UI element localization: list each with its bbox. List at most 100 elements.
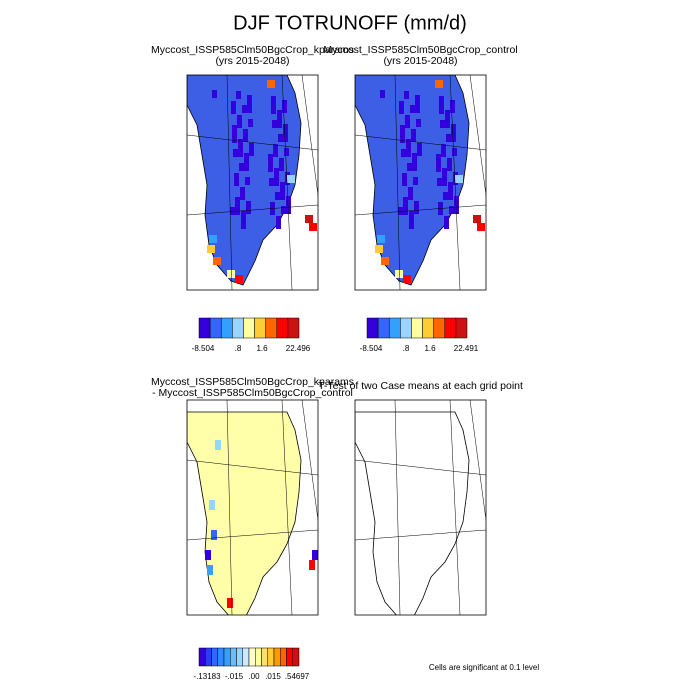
grid-cell (399, 101, 404, 114)
grid-cell (269, 178, 274, 186)
colorbar-box (211, 647, 218, 667)
grid-cell (235, 197, 240, 215)
colorbar-label: .54697 (285, 672, 310, 681)
grid-cell (312, 550, 318, 560)
grid-cell (284, 148, 289, 156)
grid-cell (473, 215, 481, 223)
grid-cell (207, 245, 215, 253)
graticule (187, 134, 318, 151)
grid-cell (309, 223, 317, 231)
graticule (355, 204, 486, 216)
grid-cell (401, 149, 406, 157)
grid-cell (305, 215, 313, 223)
grid-cell (249, 143, 254, 156)
grid-cell (375, 245, 383, 253)
map-panel (355, 75, 486, 290)
grid-cell (213, 257, 221, 265)
graticule (355, 134, 486, 151)
grid-cell (439, 96, 444, 114)
colorbar-box (280, 647, 287, 667)
grid-cell (395, 270, 403, 278)
graticule (281, 400, 293, 615)
graticule (449, 75, 461, 290)
colorbar-box (242, 647, 250, 667)
grid-cell (445, 110, 450, 128)
colorbar-box (388, 317, 401, 339)
grid-cell (444, 216, 449, 229)
grid-cell (402, 173, 407, 186)
colorbar-box (248, 647, 256, 667)
graticule (394, 400, 401, 615)
graticule (187, 459, 318, 476)
map-panel (355, 400, 486, 615)
grid-cell (404, 91, 409, 99)
grid-cell (274, 168, 279, 186)
grid-cell (227, 270, 235, 278)
colorbar-box (254, 317, 266, 339)
panel-title: Myccost_ISSP585Clm50BgcCrop_control (323, 44, 517, 56)
panel-frame (354, 399, 487, 616)
colorbar-box (267, 647, 275, 667)
grid-cell (240, 187, 245, 200)
graticule (301, 75, 318, 196)
grid-cell (452, 148, 457, 156)
grid-cell (227, 598, 233, 608)
grid-cell (403, 275, 411, 283)
colorbar-label: .015 (265, 672, 281, 681)
panel-frame (186, 74, 319, 291)
graticule (469, 400, 486, 521)
grid-cell (454, 196, 459, 214)
grid-cell (287, 175, 295, 183)
grid-cell (403, 197, 408, 215)
grid-cell (243, 129, 248, 142)
colorbar-box (286, 647, 293, 667)
colorbar-label: -.13183 (193, 672, 221, 681)
colorbar-box (366, 317, 379, 339)
grid-cell (278, 134, 283, 142)
grid-cell (280, 182, 285, 200)
panel-frame (354, 74, 487, 291)
grid-cell (451, 124, 456, 142)
grid-cell (443, 192, 448, 200)
colorbar-box (433, 317, 446, 339)
grid-cell (215, 440, 221, 450)
grid-cell (235, 275, 243, 283)
panel-subtitle: (yrs 2015-2048) (383, 55, 457, 67)
grid-cell (234, 173, 239, 186)
grid-cell (212, 90, 217, 98)
grid-cell (281, 206, 286, 214)
colorbar-label: .8 (403, 344, 410, 353)
colorbar-box (276, 317, 289, 339)
graticule (301, 400, 318, 521)
grid-cell (283, 124, 288, 142)
panel-note: Cells are significant at 0.1 level (429, 663, 540, 672)
grid-cell (398, 207, 403, 215)
colorbar-box (236, 647, 243, 667)
grid-cell (236, 91, 241, 99)
grid-cell (435, 80, 443, 88)
grid-cell (245, 177, 250, 185)
grid-cell (271, 96, 276, 114)
panel-subtitle: (yrs 2015-2048) (215, 55, 289, 67)
colorbar-label: 22.491 (454, 344, 479, 353)
grid-cell (411, 129, 416, 142)
grid-cell (273, 144, 278, 157)
grid-cell (230, 207, 235, 215)
graticule (469, 75, 486, 196)
grid-cell (440, 120, 445, 128)
grid-cell (268, 154, 273, 172)
grid-cell (477, 223, 485, 231)
graticule (394, 75, 401, 290)
colorbar-box (230, 647, 237, 667)
colorbar-box (411, 317, 423, 339)
grid-cell (267, 80, 275, 88)
grid-cell (238, 139, 243, 157)
grid-cell (232, 125, 237, 143)
grid-cell (207, 565, 213, 575)
colorbar-box (287, 317, 300, 339)
grid-cell (415, 95, 420, 113)
grid-cell (408, 187, 413, 200)
panel-title: Myccost_ISSP585Clm50BgcCrop_kparams (151, 44, 354, 56)
colorbar-box (273, 647, 281, 667)
panel-title: T-Test of two Case means at each grid po… (318, 380, 523, 392)
